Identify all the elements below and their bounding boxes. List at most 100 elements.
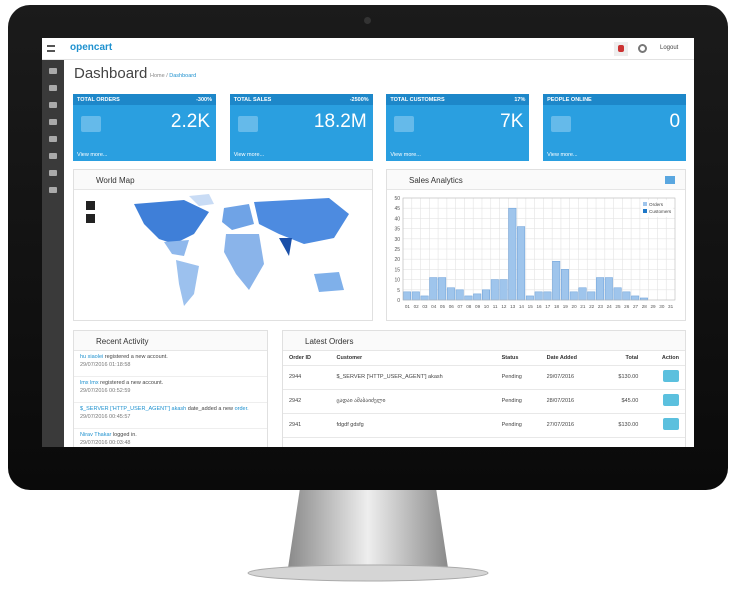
menu-icon[interactable] (49, 85, 57, 91)
order-cell: Pending (495, 365, 541, 390)
tile-label: PEOPLE ONLINE (547, 97, 592, 103)
bar (473, 293, 482, 301)
activity-user[interactable]: $_SERVER ['HTTP_USER_AGENT'] akash (80, 406, 187, 412)
legend-box (641, 200, 673, 217)
order-row: 2944 $_SERVER ['HTTP_USER_AGENT'] akash Pe… (283, 365, 685, 390)
legend-label: Orders (649, 202, 664, 207)
column-header: Status (495, 351, 541, 366)
tile-label: TOTAL ORDERS (77, 97, 120, 103)
activity-user[interactable]: lmx lmx (80, 380, 99, 386)
bar (508, 207, 517, 301)
zoom-out[interactable] (86, 214, 95, 223)
bar (543, 291, 552, 301)
alerts-button[interactable] (614, 42, 628, 56)
tile-change: -300% (196, 97, 212, 103)
sidebar (42, 60, 64, 447)
order-row: 2942 ცადაი ამაბაიძელი Pending 28/07/2016 $45… (283, 389, 685, 414)
activity-date: 29/07/2016 00:45:57 (80, 414, 131, 420)
tile-link[interactable]: View more... (547, 152, 578, 158)
view-button[interactable] (663, 394, 679, 406)
order-cell: Pending (495, 389, 541, 414)
tile-link[interactable]: View more... (77, 152, 108, 158)
logo[interactable]: opencart (70, 42, 113, 53)
view-button[interactable] (663, 370, 679, 382)
x-tick-label: 17 (545, 304, 551, 309)
bar (613, 287, 622, 301)
tile-icon (237, 116, 258, 132)
column-header: Date Added (540, 351, 600, 366)
activity-user[interactable]: Nirav Thakar (80, 432, 112, 438)
tile-heading: PEOPLE ONLINE (543, 94, 687, 105)
activity-text: registered a new account. (104, 354, 168, 360)
tile-link[interactable]: View more... (390, 152, 421, 158)
bar (639, 297, 648, 301)
y-tick-label: 5 (397, 288, 400, 294)
bar (446, 287, 455, 301)
legend-swatch (643, 209, 647, 213)
bar (525, 295, 534, 301)
breadcrumb-link[interactable]: Dashboard (169, 73, 197, 79)
order-cell: Pending (495, 413, 541, 438)
x-tick-label: 23 (598, 304, 604, 309)
x-tick-label: 15 (528, 304, 534, 309)
x-tick-label: 07 (457, 304, 463, 309)
stat-tile: TOTAL ORDERS -300% 2.2K View more... (73, 94, 216, 161)
menu-icon[interactable] (49, 153, 57, 159)
x-tick-label: 20 (572, 304, 578, 309)
x-tick-label: 04 (431, 304, 437, 309)
x-tick-label: 28 (642, 304, 648, 309)
activity-item: Nirav Thakar logged in. 29/07/2016 00:03:… (74, 429, 267, 447)
help-button[interactable] (638, 44, 647, 53)
column-header: Order ID (283, 351, 331, 366)
bar (490, 279, 499, 301)
x-tick-label: 24 (607, 304, 613, 309)
x-tick-label: 31 (668, 304, 674, 309)
bar (622, 291, 631, 301)
x-tick-label: 03 (422, 304, 428, 309)
tile-link[interactable]: View more... (233, 152, 265, 158)
x-tick-label: 05 (440, 304, 446, 309)
zoom-in[interactable] (86, 201, 95, 210)
logout-link[interactable]: Logout (660, 45, 679, 51)
tile-value: 7K (500, 111, 524, 132)
menu-icon[interactable] (49, 187, 57, 193)
activity-item: hu xiaolei registered a new account. 29/0… (74, 351, 267, 377)
bar (517, 226, 526, 301)
order-cell: 27/07/2016 (540, 413, 600, 438)
action-cell (644, 413, 685, 438)
bar (411, 291, 420, 301)
bar (604, 277, 613, 301)
y-tick-label: 35 (394, 227, 400, 233)
order-cell: ცადაი ამაბაიძელი (330, 389, 496, 414)
bar (569, 291, 578, 301)
x-tick-label: 18 (554, 304, 560, 309)
menu-icon[interactable] (49, 170, 57, 176)
panel-heading: Latest Orders (283, 331, 685, 351)
tile-value: 18.2M (313, 111, 367, 132)
panel-heading: World Map (74, 170, 372, 190)
activity-link[interactable]: order. (234, 406, 249, 412)
range-dropdown[interactable] (665, 176, 675, 184)
x-tick-label: 12 (501, 304, 507, 309)
breadcrumb-link[interactable]: Home (150, 73, 165, 79)
bar (587, 291, 596, 301)
menu-icon[interactable] (49, 102, 57, 108)
latest-orders-panel: Latest Orders Order ID Customer Status Date… (282, 330, 686, 447)
activity-date: 29/07/2016 00:03:48 (80, 440, 131, 446)
menu-toggle[interactable] (47, 45, 55, 52)
bar (552, 260, 561, 301)
menu-icon[interactable] (49, 136, 57, 142)
activity-user[interactable]: hu xiaolei (80, 354, 104, 360)
stat-tile: TOTAL CUSTOMERS 17% 7K View more... (386, 94, 530, 161)
world-map-panel: World Map (73, 169, 373, 321)
menu-icon[interactable] (49, 68, 57, 74)
y-tick-label: 0 (397, 298, 400, 304)
y-tick-label: 50 (394, 196, 400, 202)
sales-analytics-panel: Sales Analytics 0 5 10 15 20 25 30 35 40 45 50 01 02… (386, 169, 686, 321)
menu-icon[interactable] (49, 119, 57, 125)
view-button[interactable] (663, 418, 679, 430)
breadcrumb: Home / Dashboard (150, 73, 197, 79)
bar (578, 287, 587, 301)
recent-activity-panel: Recent Activity hu xiaolei registered a … (73, 330, 268, 447)
